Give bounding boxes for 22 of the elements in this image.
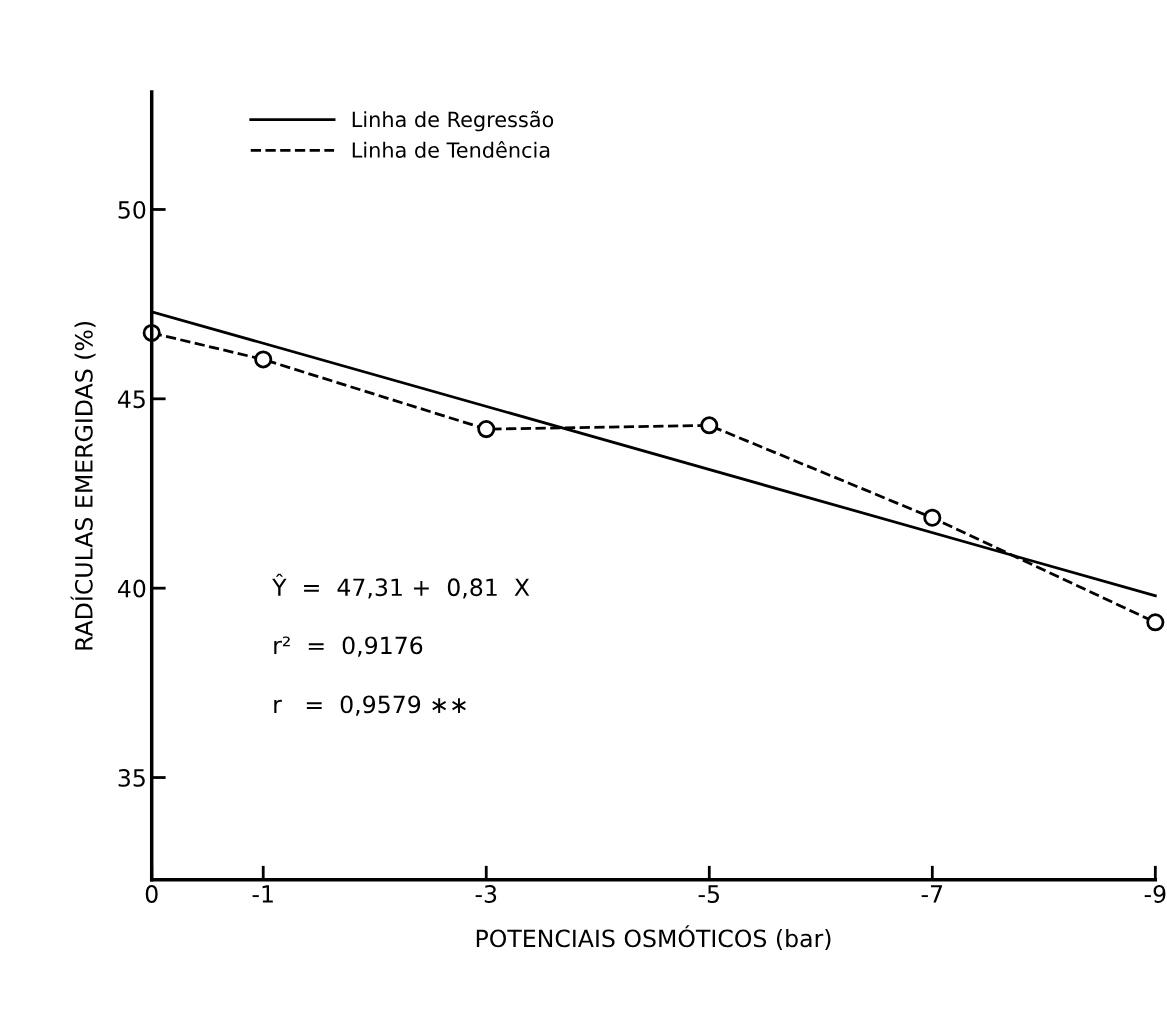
legend-label: Linha de Regressão — [352, 110, 554, 132]
y-tick-label: 45 — [117, 390, 145, 409]
x-tick-label: -9 — [1144, 885, 1166, 903]
annotation: r² = 0,9176 — [274, 636, 423, 657]
point — [477, 420, 496, 439]
x-tick-label: -7 — [921, 885, 943, 903]
annotation: r = 0,9579 ∗∗ — [274, 695, 466, 716]
x-tick-label: 0 — [145, 885, 158, 903]
point — [254, 350, 273, 369]
y-tick-label: 40 — [117, 579, 146, 598]
x-axis-title: POTENCIAIS OSMÓTICOS (bar) — [476, 925, 831, 951]
y-tick-label: 50 — [118, 200, 146, 219]
y-tick-label: 35 — [118, 768, 145, 787]
annotation: Ŷ = 47,31 + 0,81 X — [272, 573, 530, 599]
point — [700, 416, 719, 435]
y-axis-title: RADÍCULAS EMERGIDAS (%) — [70, 321, 96, 650]
legend-label: Linha de Tendência — [352, 140, 550, 158]
x-tick-label: -1 — [252, 885, 273, 903]
point — [1146, 613, 1165, 632]
x-tick-label: -3 — [475, 885, 497, 903]
point — [923, 508, 942, 527]
x-tick-label: -5 — [698, 885, 719, 903]
